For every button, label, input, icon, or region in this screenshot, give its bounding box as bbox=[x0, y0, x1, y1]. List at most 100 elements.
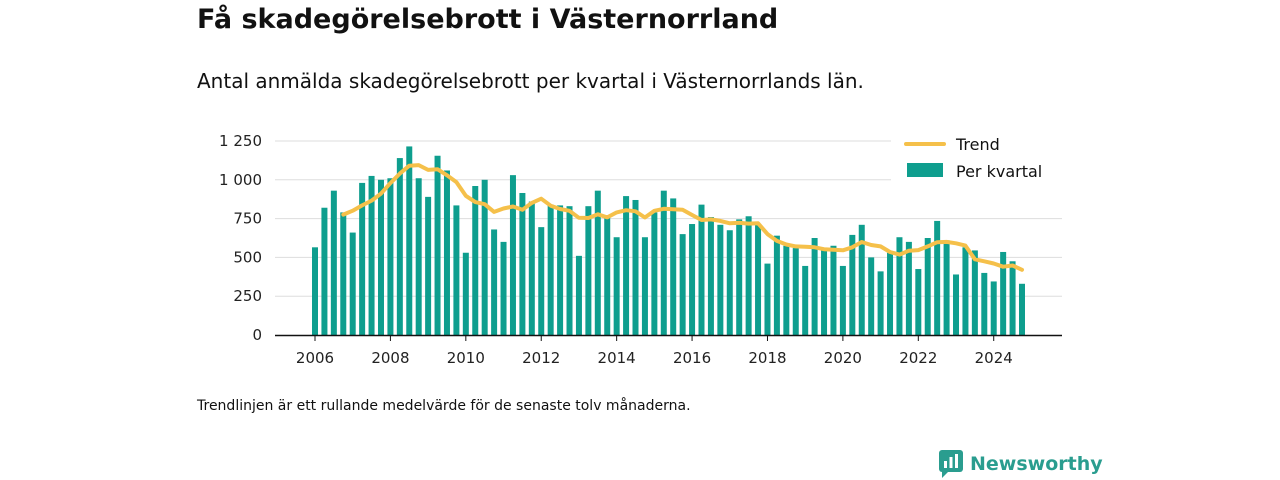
x-tick-label: 2014 bbox=[598, 349, 636, 367]
chart-area: 0 250 500 750 1 000 1 250 2006 2008 2010 2012 201… bbox=[219, 132, 1063, 367]
bar bbox=[509, 175, 516, 335]
x-tick-label: 2012 bbox=[522, 349, 560, 367]
bar bbox=[736, 219, 743, 335]
bar bbox=[924, 238, 931, 335]
bar bbox=[387, 178, 394, 335]
bar bbox=[651, 212, 658, 335]
bar bbox=[349, 232, 356, 335]
bar bbox=[462, 252, 469, 335]
x-tick-label: 2024 bbox=[975, 349, 1013, 367]
brand-logo[interactable]: Newsworthy bbox=[938, 449, 1103, 479]
chart-title: Få skadegörelsebrott i Västernorrland bbox=[197, 4, 779, 35]
bar bbox=[934, 220, 941, 335]
bar bbox=[1009, 261, 1016, 335]
bar bbox=[689, 224, 696, 335]
bar bbox=[877, 271, 884, 335]
legend-trend-label: Trend bbox=[955, 135, 1000, 154]
bar bbox=[623, 196, 630, 335]
bar bbox=[321, 207, 328, 335]
bar bbox=[962, 247, 969, 335]
y-tick-label: 500 bbox=[233, 248, 262, 266]
bar bbox=[434, 155, 441, 335]
bar bbox=[312, 247, 318, 335]
bar bbox=[547, 204, 554, 335]
bar bbox=[764, 263, 771, 335]
bar bbox=[528, 201, 535, 335]
legend: Trend Per kvartal bbox=[891, 133, 1063, 187]
bar bbox=[755, 224, 762, 335]
bar bbox=[990, 281, 997, 335]
trend-line bbox=[341, 163, 1024, 272]
y-tick-label: 0 bbox=[252, 326, 262, 344]
bar bbox=[707, 217, 714, 335]
bar bbox=[839, 265, 846, 335]
bar bbox=[792, 248, 799, 335]
bar bbox=[717, 224, 724, 335]
bar bbox=[632, 199, 639, 335]
y-axis-ticks: 0 250 500 750 1 000 1 250 bbox=[219, 132, 262, 344]
bar bbox=[472, 186, 479, 335]
bar bbox=[330, 190, 337, 335]
bar-series bbox=[312, 146, 1025, 335]
bar bbox=[698, 204, 705, 335]
y-tick-label: 1 250 bbox=[219, 132, 262, 150]
bar bbox=[915, 269, 922, 335]
bar bbox=[585, 206, 592, 335]
bar bbox=[604, 217, 611, 335]
bar bbox=[1000, 251, 1007, 335]
bar bbox=[953, 274, 960, 335]
bar bbox=[443, 170, 450, 335]
x-tick-label: 2010 bbox=[447, 349, 485, 367]
bar bbox=[679, 234, 686, 335]
y-tick-label: 1 000 bbox=[219, 171, 262, 189]
bar bbox=[811, 238, 818, 335]
x-tick-label: 2020 bbox=[824, 349, 862, 367]
y-tick-label: 750 bbox=[233, 210, 262, 228]
x-tick-label: 2018 bbox=[748, 349, 786, 367]
bar bbox=[1019, 283, 1025, 335]
bar bbox=[726, 230, 733, 335]
bar bbox=[943, 240, 950, 335]
bar bbox=[500, 241, 507, 335]
bar bbox=[453, 205, 460, 335]
bar bbox=[887, 252, 894, 335]
brand-name: Newsworthy bbox=[970, 453, 1103, 475]
bar bbox=[359, 182, 366, 335]
bar bbox=[858, 224, 865, 335]
bar bbox=[868, 257, 875, 335]
bar bbox=[481, 179, 488, 335]
bar bbox=[745, 216, 752, 335]
bar bbox=[830, 245, 837, 335]
bar bbox=[566, 206, 573, 335]
bar bbox=[613, 237, 620, 335]
bar bbox=[340, 212, 347, 335]
newsworthy-logo-icon bbox=[939, 450, 963, 478]
bar bbox=[377, 179, 384, 335]
bar bbox=[557, 205, 564, 335]
bar bbox=[415, 178, 422, 335]
bar bbox=[519, 192, 526, 335]
bar bbox=[971, 250, 978, 335]
x-tick-label: 2006 bbox=[296, 349, 334, 367]
bar bbox=[594, 190, 601, 335]
x-tick-label: 2016 bbox=[673, 349, 711, 367]
bar bbox=[425, 196, 432, 335]
y-tick-label: 250 bbox=[233, 287, 262, 305]
bar bbox=[821, 250, 828, 335]
bar bbox=[641, 237, 648, 335]
legend-bars-label: Per kvartal bbox=[956, 162, 1042, 181]
x-tick-label: 2008 bbox=[371, 349, 409, 367]
footnote: Trendlinjen är ett rullande medelvärde f… bbox=[197, 398, 691, 414]
bar bbox=[396, 158, 403, 335]
bar bbox=[773, 235, 780, 335]
bar bbox=[802, 265, 809, 335]
bar bbox=[538, 227, 545, 335]
bar bbox=[849, 234, 856, 335]
bar bbox=[896, 237, 903, 335]
bar bbox=[660, 190, 667, 335]
bar bbox=[575, 255, 582, 335]
bar bbox=[783, 245, 790, 335]
bar bbox=[981, 272, 988, 335]
bar bbox=[670, 198, 677, 335]
bar bbox=[491, 229, 498, 335]
